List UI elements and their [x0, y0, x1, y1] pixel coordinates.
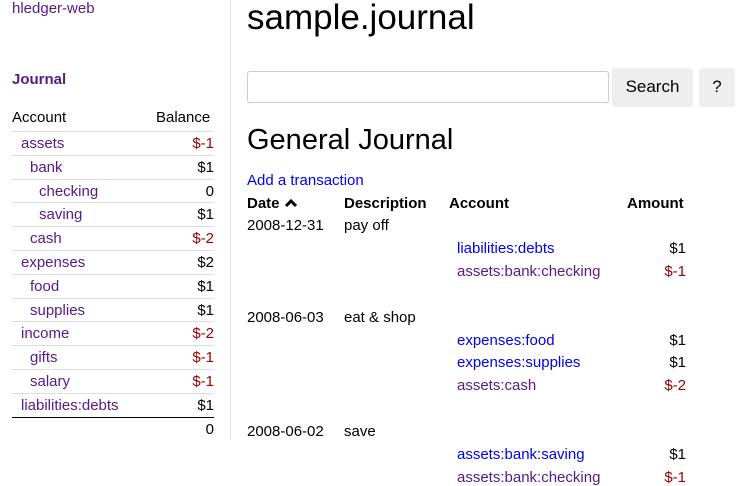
- posting-account-link[interactable]: expenses:food: [457, 331, 555, 349]
- account-link[interactable]: liabilities:debts: [21, 396, 119, 414]
- transaction-date: 2008-06-03: [247, 308, 324, 326]
- account-row: expenses $2: [12, 250, 214, 274]
- account-row: supplies $1: [12, 297, 214, 322]
- account-row: liabilities:debts $1: [12, 392, 214, 417]
- account-link[interactable]: food: [30, 277, 60, 295]
- journal-heading: General Journal: [247, 124, 454, 156]
- account-row: bank $1: [12, 154, 214, 179]
- amount-column-header[interactable]: Amount: [627, 195, 684, 212]
- account-header: Account: [12, 109, 67, 126]
- help-button[interactable]: ?: [699, 68, 735, 107]
- posting-amount: $-2: [664, 377, 686, 395]
- posting-amount: $1: [669, 240, 686, 257]
- posting-account-link[interactable]: assets:bank:checking: [457, 468, 601, 486]
- posting-account-link[interactable]: assets:cash: [457, 377, 537, 395]
- account-link[interactable]: supplies: [30, 301, 86, 319]
- account-link[interactable]: gifts: [30, 349, 58, 367]
- chevron-up-icon: [284, 198, 297, 208]
- posting-amount: $1: [669, 331, 686, 349]
- transaction-description: save: [344, 423, 376, 440]
- account-row: saving $1: [12, 202, 214, 226]
- account-row: cash $-2: [12, 226, 214, 250]
- account-balance: $1: [197, 301, 214, 319]
- account-balance: $-2: [192, 325, 214, 343]
- account-link[interactable]: expenses: [21, 254, 86, 271]
- account-link[interactable]: checking: [39, 182, 99, 200]
- transaction-date: 2008-12-31: [247, 217, 324, 234]
- account-row: income $-2: [12, 321, 214, 345]
- account-balance: 0: [205, 182, 214, 200]
- account-row: assets $-1: [12, 131, 214, 155]
- transaction-description: eat & shop: [344, 308, 416, 326]
- posting-account-link[interactable]: assets:bank:saving: [457, 446, 585, 463]
- sidebar: hledger-web Journal Account Balance asse…: [0, 0, 231, 440]
- account-balance: $-1: [192, 135, 214, 152]
- app-link[interactable]: hledger-web: [12, 0, 95, 17]
- account-balance: $1: [197, 158, 214, 176]
- description-column-header[interactable]: Description: [344, 195, 427, 212]
- account-link[interactable]: saving: [39, 206, 83, 224]
- date-header-label: Date: [247, 195, 280, 212]
- account-link[interactable]: assets: [21, 135, 65, 152]
- add-transaction-link[interactable]: Add a transaction: [247, 172, 364, 189]
- account-balance: $-1: [192, 349, 214, 367]
- account-link[interactable]: bank: [30, 158, 63, 176]
- balance-header: Balance: [156, 109, 211, 126]
- journal-link[interactable]: Journal: [12, 71, 67, 88]
- posting-account-link[interactable]: expenses:supplies: [457, 354, 581, 372]
- account-link[interactable]: income: [21, 325, 70, 343]
- account-balance: $1: [197, 206, 214, 224]
- transaction-description: pay off: [344, 217, 389, 234]
- posting-amount: $-1: [664, 468, 686, 486]
- account-balance: $-2: [192, 230, 214, 248]
- posting-account-link[interactable]: liabilities:debts: [457, 240, 555, 257]
- transaction-date: 2008-06-02: [247, 423, 324, 440]
- account-balance: $1: [197, 277, 214, 295]
- total-row: 0: [12, 416, 214, 441]
- page-title: sample.journal: [247, 0, 475, 37]
- account-link[interactable]: cash: [30, 230, 62, 248]
- search-input[interactable]: [247, 71, 609, 103]
- account-row: checking 0: [12, 178, 214, 203]
- posting-amount: $1: [669, 354, 686, 372]
- account-column-header[interactable]: Account: [449, 195, 509, 212]
- posting-amount: $1: [669, 446, 686, 463]
- account-row: food $1: [12, 273, 214, 298]
- account-balance: $-1: [192, 373, 214, 390]
- search-button[interactable]: Search: [612, 68, 693, 107]
- account-row: salary $-1: [12, 369, 214, 393]
- account-balance: $2: [197, 254, 214, 271]
- account-balance: $1: [197, 396, 214, 414]
- posting-account-link[interactable]: assets:bank:checking: [457, 262, 601, 280]
- posting-amount: $-1: [664, 262, 686, 280]
- total-balance: 0: [205, 420, 214, 438]
- date-column-header[interactable]: Date: [247, 195, 298, 212]
- account-row: gifts $-1: [12, 345, 214, 369]
- account-link[interactable]: salary: [30, 373, 71, 390]
